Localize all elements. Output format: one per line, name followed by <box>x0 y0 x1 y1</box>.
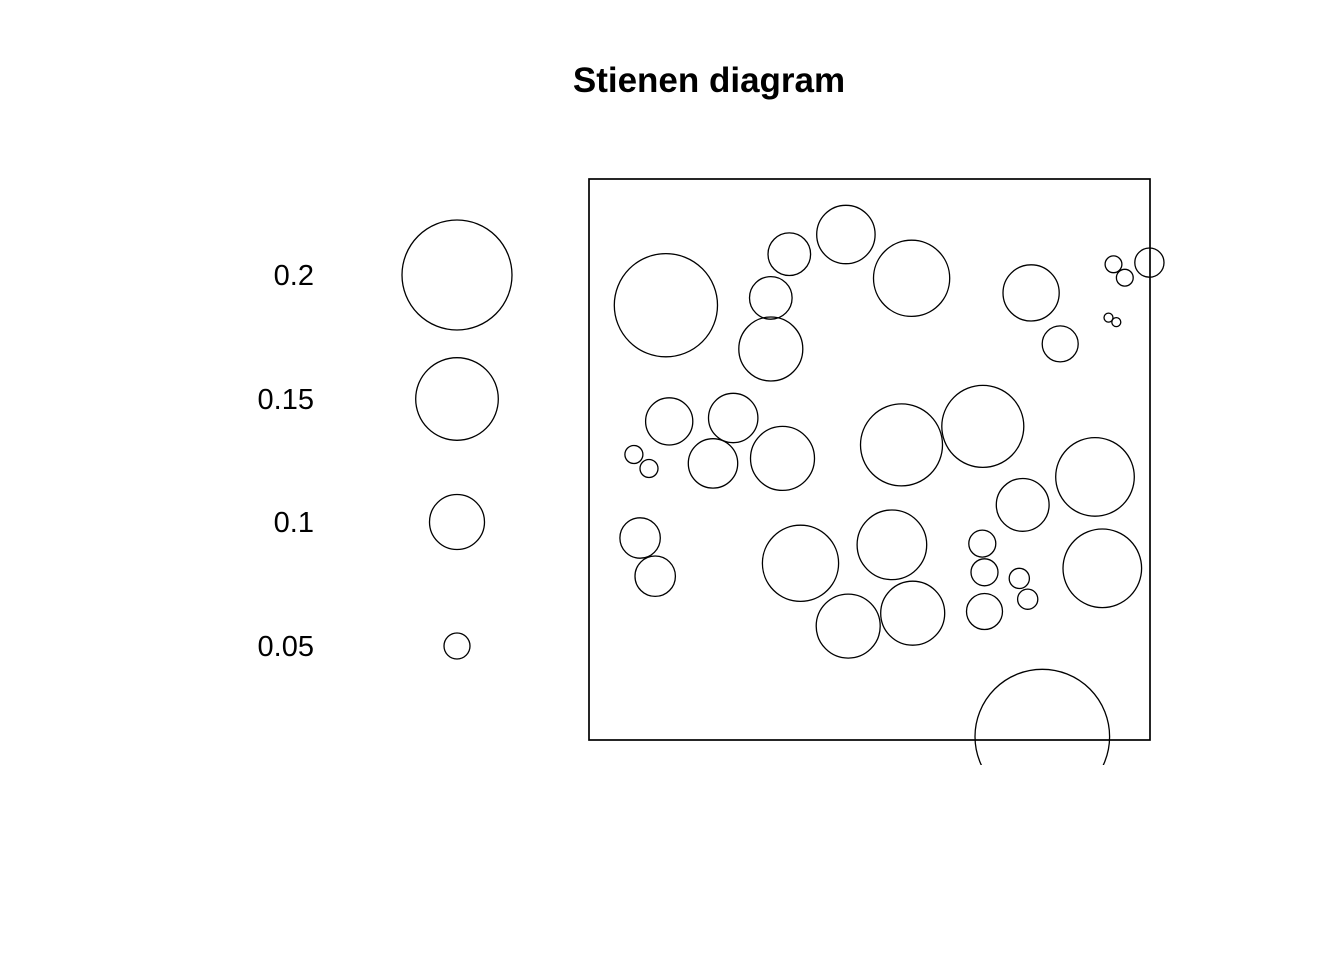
data-bubble-33 <box>1016 588 1039 610</box>
data-bubble-17 <box>749 425 816 492</box>
data-bubble-6 <box>872 239 951 318</box>
data-bubble-9 <box>1104 255 1123 274</box>
data-bubble-4 <box>767 232 812 277</box>
data-bubble-23 <box>995 477 1050 532</box>
legend-label-4: 0.05 <box>258 631 314 663</box>
data-bubble-19 <box>639 458 659 479</box>
data-bubble-1 <box>613 252 719 358</box>
data-bubble-24 <box>619 517 661 559</box>
data-bubble-5 <box>816 204 876 265</box>
data-bubble-16 <box>687 438 739 489</box>
legend-label-2: 0.15 <box>258 384 314 416</box>
data-bubble-14 <box>644 397 694 446</box>
data-bubble-29 <box>880 580 946 646</box>
data-bubble-27 <box>856 509 928 581</box>
data-bubble-30 <box>968 529 997 558</box>
bubble-layer <box>613 204 1165 765</box>
legend-circle-2 <box>415 357 499 441</box>
legend-circle-4 <box>443 632 471 660</box>
data-bubble-34 <box>965 592 1004 631</box>
data-bubble-18 <box>624 444 644 465</box>
data-bubble-21 <box>941 384 1025 469</box>
data-bubble-32 <box>1008 567 1031 590</box>
data-bubble-31 <box>970 558 999 587</box>
data-bubble-36 <box>974 668 1111 765</box>
chart-title: Stienen diagram <box>573 61 845 100</box>
data-bubble-2 <box>738 316 804 382</box>
data-bubble-22 <box>1055 436 1135 517</box>
data-bubble-11 <box>1134 247 1165 278</box>
data-bubble-26 <box>761 524 840 603</box>
data-bubble-13 <box>1111 316 1122 328</box>
legend-circle-3 <box>428 493 486 551</box>
data-bubble-35 <box>1062 528 1143 609</box>
legend-label-1: 0.2 <box>274 260 314 292</box>
size-legend: 0.2 0.15 0.1 0.05 <box>258 219 513 663</box>
plot-frame <box>588 178 1151 741</box>
data-bubble-20 <box>859 403 944 487</box>
data-bubble-25 <box>634 555 677 598</box>
data-bubble-7 <box>1002 264 1060 322</box>
data-bubble-8 <box>1041 325 1079 363</box>
data-bubble-15 <box>707 392 759 444</box>
data-bubble-28 <box>815 593 881 659</box>
data-bubble-10 <box>1115 268 1134 287</box>
data-bubble-3 <box>748 275 793 320</box>
legend-label-3: 0.1 <box>274 507 314 539</box>
data-bubble-12 <box>1103 312 1114 323</box>
legend-circle-1 <box>401 219 513 331</box>
